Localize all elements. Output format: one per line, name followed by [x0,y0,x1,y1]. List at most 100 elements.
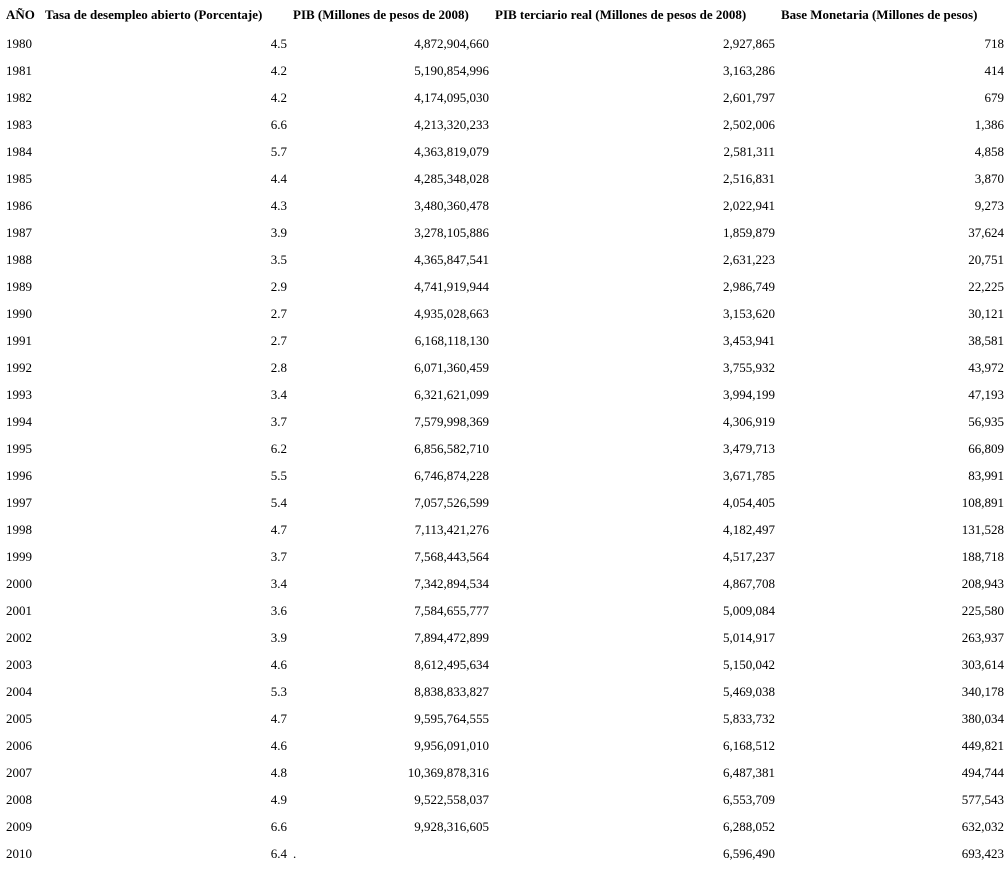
table-cell: 3.7 [270,548,287,564]
table-cell: 7,113,421,276 [414,521,489,537]
table-cell: 4,872,904,660 [414,35,489,51]
table-cell: 8,838,833,827 [414,683,489,699]
table-cell: 1997 [6,494,32,510]
table-cell: 2,927,865 [723,35,775,51]
table-cell: 7,584,655,777 [414,602,489,618]
table-cell: 6,288,052 [723,818,775,834]
table-cell: 3.7 [270,413,287,429]
table-row: 1999 3.7 7,568,443,564 4,517,237 188,718 [3,543,1007,570]
table-cell: 2.8 [270,359,287,375]
table-cell: 2004 [6,683,32,699]
table-cell: 340,178 [961,683,1004,699]
table-cell: 449,821 [961,737,1004,753]
table-cell: 577,543 [961,791,1004,807]
table-cell: 1986 [6,197,32,213]
table-cell: 9,595,764,555 [414,710,489,726]
table-cell: 3.9 [270,224,287,240]
table-cell: 7,894,472,899 [414,629,489,645]
column-header: AÑO [6,7,35,22]
table-cell: 1999 [6,548,32,564]
table-cell: 303,614 [961,656,1004,672]
table-cell: 380,034 [961,710,1004,726]
table-cell: 263,937 [961,629,1004,645]
table-cell: 5.4 [270,494,287,510]
table-cell: 2,516,831 [723,170,775,186]
header-row: AÑO Tasa de desempleo abierto (Porcentaje… [3,0,1007,30]
table-row: 2004 5.3 8,838,833,827 5,469,038 340,178 [3,678,1007,705]
table-cell: 4,306,919 [723,413,775,429]
table-cell: 1991 [6,332,32,348]
table-row: 1995 6.2 6,856,582,710 3,479,713 66,809 [3,435,1007,462]
table-row: 1982 4.2 4,174,095,030 2,601,797 679 [3,84,1007,111]
table-row: 2007 4.8 10,369,878,316 6,487,381 494,744 [3,759,1007,786]
table-cell: 3,163,286 [723,62,775,78]
table-cell: 4,285,348,028 [414,170,489,186]
table-row: 2005 4.7 9,595,764,555 5,833,732 380,034 [3,705,1007,732]
table-cell: 4,363,819,079 [414,143,489,159]
table-row: 1980 4.5 4,872,904,660 2,927,865 718 [3,30,1007,57]
table-cell: 4.3 [270,197,287,213]
table-cell: 83,991 [968,467,1004,483]
table-cell: 66,809 [968,440,1004,456]
table-cell: 1981 [6,62,32,78]
table-cell: 7,579,998,369 [414,413,489,429]
table-cell: 6.6 [270,818,287,834]
table-cell: 2000 [6,575,32,591]
table-cell: 2002 [6,629,32,645]
table-cell: 38,581 [968,332,1004,348]
column-header: PIB terciario real (Millones de pesos de… [495,7,747,22]
table-cell: 4,741,919,944 [414,278,489,294]
table-cell: 4.8 [270,764,287,780]
table-cell: 2010 [6,845,32,861]
table-cell: 6,596,490 [723,845,775,861]
table-cell: 1983 [6,116,32,132]
table-cell: 4,182,497 [723,521,775,537]
table-cell: 679 [984,89,1005,105]
table-row: 1992 2.8 6,071,360,459 3,755,932 43,972 [3,354,1007,381]
table-cell: 6,168,118,130 [414,332,489,348]
table-cell: 1994 [6,413,32,429]
table-cell: 6,746,874,228 [414,467,489,483]
table-cell: 4,213,320,233 [414,116,489,132]
table-cell: 3,153,620 [723,305,775,321]
table-cell: 1992 [6,359,32,375]
table-cell: 1980 [6,35,32,51]
table-cell: 4,867,708 [723,575,775,591]
table-cell: 6,487,381 [723,764,775,780]
table-cell: 3,870 [974,170,1004,186]
table-cell: 43,972 [968,359,1004,375]
table-row: 1985 4.4 4,285,348,028 2,516,831 3,870 [3,165,1007,192]
table-cell: 1988 [6,251,32,267]
table-row: 2010 6.4. 6,596,490 693,423 [3,840,1007,867]
table-cell: 4.7 [270,710,287,726]
table-cell: 4.5 [270,35,287,51]
table-cell: 3,479,713 [723,440,775,456]
table-row: 1991 2.7 6,168,118,130 3,453,941 38,581 [3,327,1007,354]
table-cell: 7,057,526,599 [414,494,489,510]
table-cell: 2005 [6,710,32,726]
table-cell: 5,833,732 [723,710,775,726]
table-cell: 131,528 [961,521,1004,537]
table-cell: 9,522,558,037 [414,791,489,807]
table-row: 1997 5.4 7,057,526,599 4,054,405 108,891 [3,489,1007,516]
table-cell: 37,624 [968,224,1004,240]
table-cell: 4,174,095,030 [414,89,489,105]
table-row: 1987 3.9 3,278,105,886 1,859,879 37,624 [3,219,1007,246]
table-cell: 3.4 [270,386,287,402]
table-cell: 1987 [6,224,32,240]
table-cell: 7,568,443,564 [414,548,489,564]
table-cell: 4,517,237 [723,548,775,564]
table-cell: 6.6 [270,116,287,132]
table-row: 1981 4.2 5,190,854,996 3,163,286 414 [3,57,1007,84]
table-cell: 3.4 [270,575,287,591]
table-cell: 3.6 [270,602,287,618]
table-cell: 4,858 [974,143,1004,159]
table-cell: 2,986,749 [723,278,775,294]
table-cell: 5,014,917 [723,629,775,645]
table-cell: 6,168,512 [723,737,775,753]
table-row: 1996 5.5 6,746,874,228 3,671,785 83,991 [3,462,1007,489]
table-row: 2001 3.6 7,584,655,777 5,009,084 225,580 [3,597,1007,624]
table-cell: . [293,845,297,861]
table-cell: 8,612,495,634 [414,656,489,672]
